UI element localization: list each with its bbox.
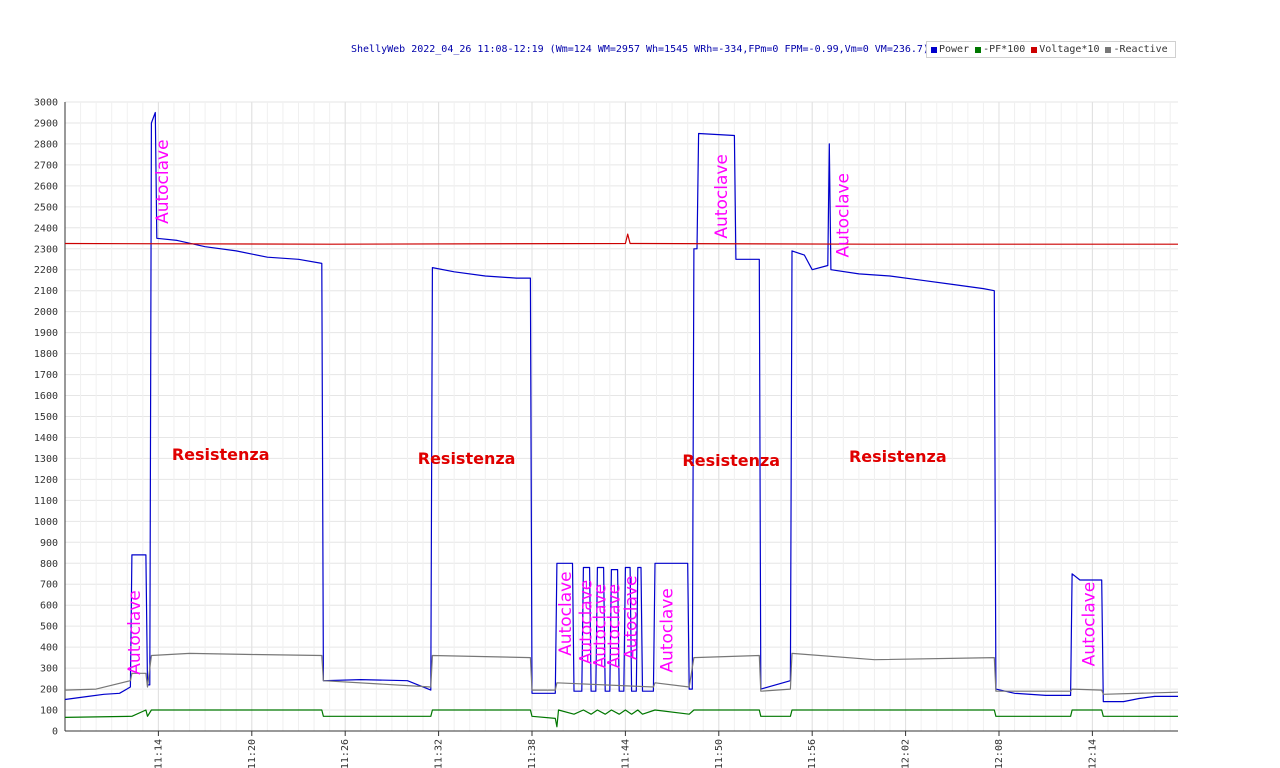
y-tick-label: 2200 (34, 265, 58, 276)
x-tick-label: 11:56 (807, 739, 818, 768)
y-tick-label: 100 (40, 706, 58, 717)
legend-swatch-power (931, 46, 937, 53)
chart-title: ShellyWeb 2022_04_26 11:08-12:19 (Wm=124… (351, 44, 929, 55)
y-tick-label: 1900 (34, 328, 58, 339)
x-tick-label: 12:02 (901, 739, 912, 768)
y-tick-label: 500 (40, 622, 58, 633)
y-tick-label: 1200 (34, 475, 58, 486)
y-tick-label: 2900 (34, 118, 58, 129)
x-tick-label: 11:50 (714, 739, 725, 768)
legend-label-reactive: -Reactive (1113, 44, 1168, 55)
y-tick-label: 300 (40, 664, 58, 675)
y-tick-label: 2000 (34, 307, 58, 318)
series-line-power (64, 111, 1178, 703)
series-lines (64, 111, 1179, 728)
y-tick-label: 2100 (34, 286, 58, 297)
y-tick-label: 3000 (34, 98, 58, 109)
grid (64, 101, 1178, 732)
y-tick-label: 1100 (34, 496, 58, 507)
annotation-autoclave: Autoclave (622, 576, 642, 660)
legend-label-power: Power (939, 44, 970, 55)
y-tick-label: 1000 (34, 517, 58, 528)
annotation-autoclave: Autoclave (556, 571, 576, 655)
legend-swatch-pf (975, 46, 982, 53)
annotation-autoclave: Autoclave (712, 154, 732, 238)
y-tick-label: 800 (40, 559, 58, 570)
y-tick-label: 2600 (34, 181, 58, 192)
x-tick-label: 11:20 (247, 739, 258, 768)
x-tick-label: 11:26 (340, 739, 351, 768)
legend-item-pf: -PF*100 (975, 44, 1025, 55)
legend-item-reactive: -Reactive (1105, 44, 1168, 55)
y-tick-label: 2500 (34, 202, 58, 213)
x-tick-label: 12:14 (1087, 739, 1098, 768)
x-tick-label: 11:38 (527, 739, 538, 768)
annotation-autoclave: Autoclave (604, 584, 624, 668)
y-tick-label: 600 (40, 601, 58, 612)
series-line-pf-100 (64, 709, 1178, 728)
y-tick-label: 200 (40, 685, 58, 696)
y-tick-label: 1400 (34, 433, 58, 444)
series-line-reactive (64, 652, 1179, 695)
legend: Power -PF*100 Voltage*10 -Reactive (926, 41, 1176, 58)
annotation-resistenza: Resistenza (172, 445, 270, 464)
y-tick-label: 2400 (34, 223, 58, 234)
series-line-voltage-10 (64, 233, 1178, 245)
annotation-resistenza: Resistenza (418, 449, 516, 468)
annotation-autoclave: Autoclave (153, 139, 173, 223)
y-tick-label: 400 (40, 643, 58, 654)
legend-label-pf: -PF*100 (983, 44, 1026, 55)
annotation-autoclave: Autoclave (833, 173, 853, 257)
y-tick-label: 1500 (34, 412, 58, 423)
legend-label-voltage: Voltage*10 (1039, 44, 1100, 55)
annotation-autoclave: Autoclave (590, 584, 610, 668)
axes: 0 100 200 300 400 500 600 700 800 900 1000 1100 1200… (34, 98, 1178, 768)
x-tick-label: 11:32 (434, 739, 445, 768)
annotation-autoclave: Autoclave (657, 588, 677, 672)
y-tick-label: 1700 (34, 370, 58, 381)
annotation-autoclave: Autoclave (125, 590, 145, 674)
y-tick-label: 2300 (34, 244, 58, 255)
y-tick-label: 900 (40, 538, 58, 549)
x-tick-label: 11:44 (620, 739, 631, 768)
y-tick-label: 2800 (34, 139, 58, 150)
annotation-resistenza: Resistenza (682, 451, 780, 470)
annotation-autoclave: Autoclave (1079, 582, 1099, 666)
legend-swatch-reactive (1105, 46, 1112, 53)
annotation-autoclave: Autoclave (576, 580, 596, 664)
y-tick-label: 2700 (34, 160, 58, 171)
legend-item-power: Power (931, 44, 969, 55)
x-tick-label: 12:08 (994, 739, 1005, 768)
y-tick-label: 1600 (34, 391, 58, 402)
annotation-resistenza: Resistenza (849, 447, 947, 466)
legend-item-voltage: Voltage*10 (1031, 44, 1099, 55)
y-tick-label: 0 (52, 727, 58, 738)
y-tick-label: 700 (40, 580, 58, 591)
x-tick-label: 11:14 (153, 739, 164, 768)
y-tick-label: 1300 (34, 454, 58, 465)
y-tick-label: 1800 (34, 349, 58, 360)
legend-swatch-voltage (1031, 46, 1038, 53)
